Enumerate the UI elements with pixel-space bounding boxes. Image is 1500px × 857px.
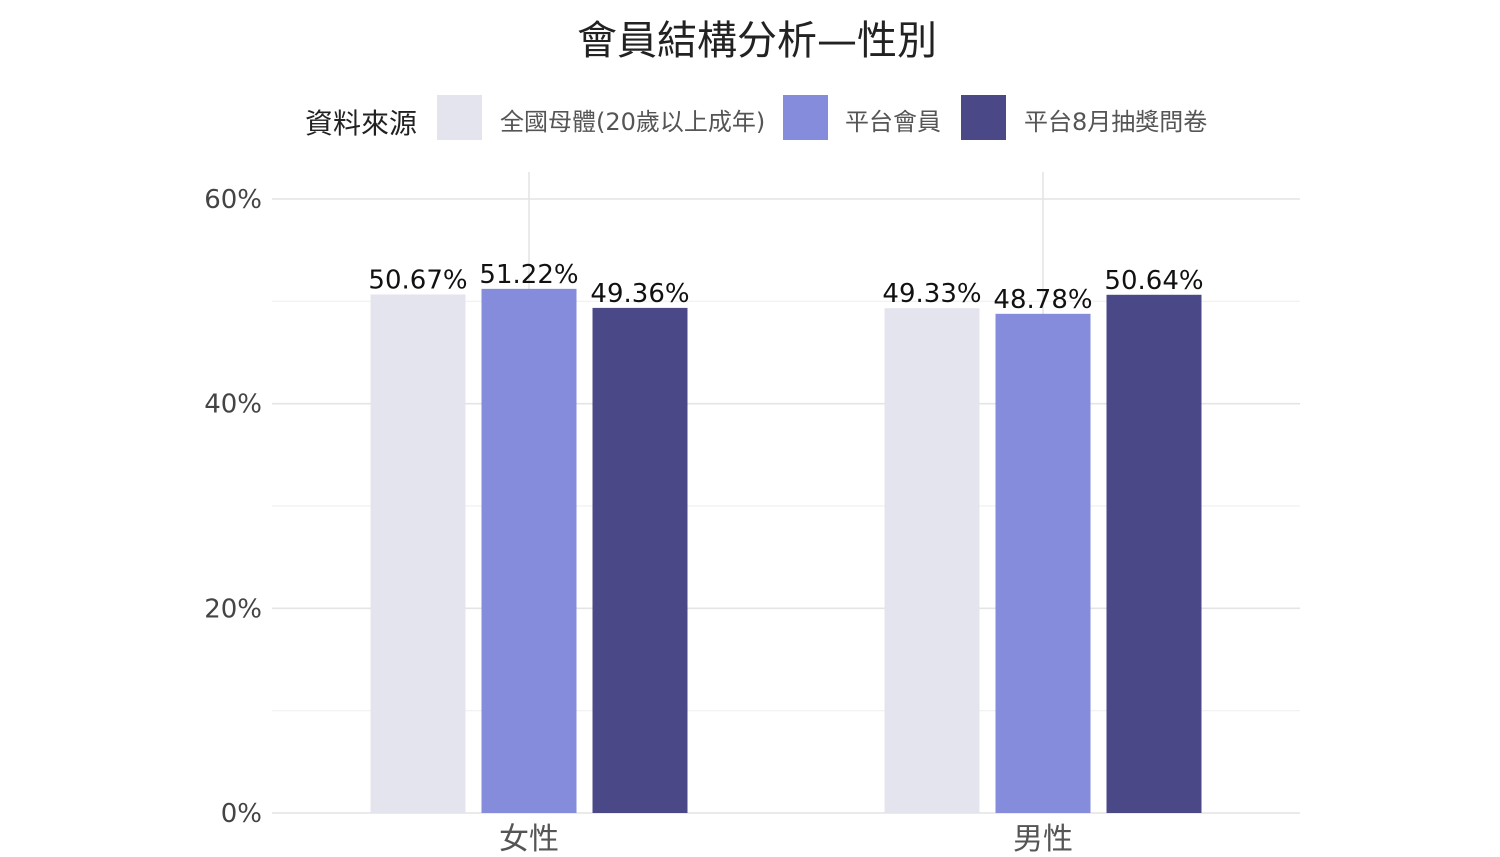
data-label: 49.33%: [882, 279, 981, 309]
legend-swatch-0: [437, 95, 482, 140]
bars: 50.67% 51.22% 49.36% 49.33% 48.78% 50.64%: [368, 260, 1203, 813]
y-tick-label: 20%: [204, 594, 262, 624]
x-category-label: 女性: [499, 822, 559, 857]
data-label: 50.64%: [1104, 266, 1203, 296]
x-category-label: 男性: [1013, 822, 1073, 857]
legend-title: 資料來源: [305, 107, 417, 140]
bar: [996, 314, 1091, 813]
data-label: 49.36%: [590, 279, 689, 309]
legend-label-0: 全國母體(20歲以上成年): [500, 108, 765, 136]
y-axis: 0% 20% 40% 60%: [204, 185, 262, 829]
y-tick-label: 40%: [204, 390, 262, 420]
bar: [371, 294, 466, 813]
y-tick-label: 0%: [221, 799, 262, 829]
data-label: 50.67%: [368, 265, 467, 295]
bar: [593, 308, 688, 813]
legend-swatch-1: [783, 95, 828, 140]
data-label: 48.78%: [993, 285, 1092, 315]
y-tick-label: 60%: [204, 185, 262, 215]
x-axis: 女性 男性: [499, 822, 1073, 857]
legend-label-2: 平台8月抽獎問卷: [1024, 108, 1207, 136]
data-label: 51.22%: [479, 260, 578, 290]
bar: [885, 308, 980, 813]
bar: [482, 289, 577, 813]
bar: [1107, 295, 1202, 813]
legend: 資料來源 全國母體(20歲以上成年) 平台會員 平台8月抽獎問卷: [305, 95, 1207, 140]
chart-title: 會員結構分析—性別: [577, 18, 937, 64]
legend-swatch-2: [961, 95, 1006, 140]
legend-label-1: 平台會員: [845, 108, 941, 136]
